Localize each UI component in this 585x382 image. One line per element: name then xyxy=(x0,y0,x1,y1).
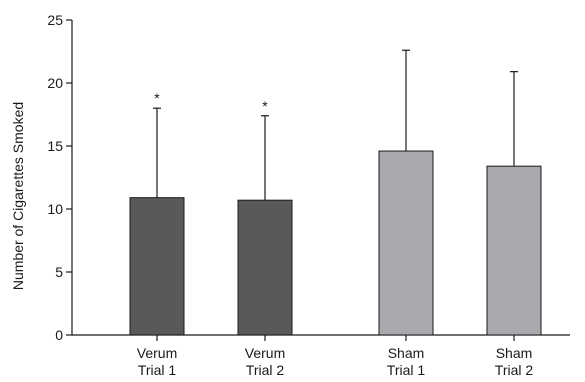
x-tick-label: Trial 2 xyxy=(495,362,534,378)
y-tick-label: 20 xyxy=(47,75,63,91)
x-tick-label: Verum xyxy=(245,345,285,361)
bar xyxy=(486,165,542,336)
y-tick-label: 15 xyxy=(47,138,63,154)
bar xyxy=(378,150,434,336)
bar xyxy=(129,197,185,336)
x-tick-label: Sham xyxy=(388,345,425,361)
x-tick-label: Trial 2 xyxy=(246,362,285,378)
x-tick-label: Trial 1 xyxy=(387,362,426,378)
x-tick-label: Trial 1 xyxy=(138,362,177,378)
significance-marker: * xyxy=(262,98,268,114)
y-tick-label: 25 xyxy=(47,12,63,28)
significance-marker: * xyxy=(154,90,160,106)
y-axis-label: Number of Cigarettes Smoked xyxy=(10,102,26,290)
x-tick-label: Sham xyxy=(496,345,533,361)
y-tick-label: 0 xyxy=(55,327,63,343)
x-tick-label: Verum xyxy=(137,345,177,361)
bar xyxy=(237,199,293,336)
y-tick-label: 5 xyxy=(55,264,63,280)
y-tick-label: 10 xyxy=(47,201,63,217)
